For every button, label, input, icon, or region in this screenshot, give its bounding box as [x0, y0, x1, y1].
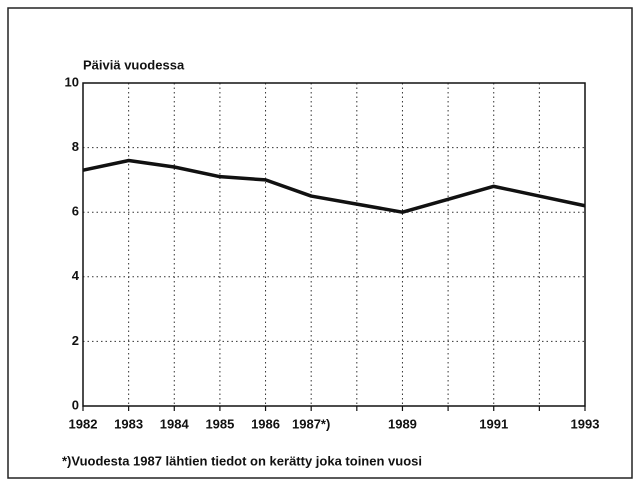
x-tick-label: 1985: [205, 416, 234, 431]
y-tick-label: 10: [65, 74, 79, 89]
y-tick-label: 2: [72, 333, 79, 348]
y-axis-label: Päiviä vuodessa: [83, 57, 185, 72]
x-tick-label: 1983: [114, 416, 143, 431]
y-tick-label: 6: [72, 204, 79, 219]
plot-frame: [82, 82, 586, 407]
x-tick-label: 1987*): [292, 416, 330, 431]
y-tick-label: 8: [72, 139, 79, 154]
x-tick-label: 1982: [69, 416, 98, 431]
x-tick-label: 1993: [571, 416, 600, 431]
y-tick-label: 4: [72, 268, 80, 283]
x-tick-label: 1991: [479, 416, 508, 431]
line-series: [82, 158, 586, 214]
x-tick-label: 1986: [251, 416, 280, 431]
frame: [7, 7, 633, 479]
y-tick-label: 0: [72, 397, 79, 412]
x-tick-label: 1984: [160, 416, 190, 431]
footnote: *)Vuodesta 1987 lähtien tiedot on kerätt…: [62, 453, 422, 468]
x-tick-label: 1989: [388, 416, 417, 431]
